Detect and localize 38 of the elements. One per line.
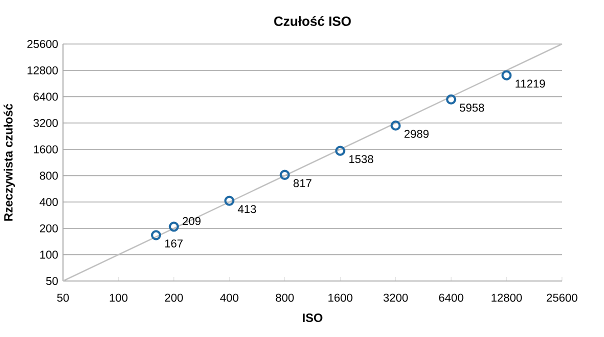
point xyxy=(224,196,234,206)
y-tick-label: 800 xyxy=(40,172,58,180)
point xyxy=(446,94,456,104)
point xyxy=(390,120,401,131)
y-tick-label: 1600 xyxy=(34,145,58,154)
y-tick-label: 200 xyxy=(40,224,58,232)
data-label: 5958 xyxy=(460,104,484,112)
y-tick-label: 400 xyxy=(40,198,58,206)
data-label: 2989 xyxy=(404,130,429,138)
data-label: 817 xyxy=(294,179,312,188)
data-label: 209 xyxy=(182,217,201,226)
x-tick-label: 3200 xyxy=(383,294,408,302)
data-label: 413 xyxy=(238,205,256,214)
y-tick-label: 12800 xyxy=(28,66,58,74)
x-tick-label: 25600 xyxy=(546,294,578,302)
point xyxy=(335,146,346,156)
x-tick-label: 50 xyxy=(57,294,69,302)
y-tick-label: 100 xyxy=(40,250,58,259)
x-tick-label: 800 xyxy=(276,294,294,302)
x-axis-title: ISO xyxy=(302,314,322,322)
y-tick-label: 50 xyxy=(46,276,58,286)
y-axis-title: Rzeczywista czułość xyxy=(4,104,15,221)
x-tick-label: 6400 xyxy=(439,294,464,302)
point xyxy=(168,222,179,232)
data-label: 11219 xyxy=(516,80,545,88)
x-tick-label: 100 xyxy=(110,294,128,302)
point xyxy=(501,70,512,80)
data-label: 167 xyxy=(165,239,183,248)
x-tick-label: 1600 xyxy=(328,294,352,302)
y-tick-label: 25600 xyxy=(27,40,58,48)
x-tick-label: 400 xyxy=(220,294,238,302)
y-tick-label: 6400 xyxy=(34,92,58,101)
point xyxy=(280,170,290,180)
chart-title: Czułość ISO xyxy=(274,16,351,26)
y-tick-label: 3200 xyxy=(34,119,58,128)
x-tick-label: 12800 xyxy=(492,294,522,302)
x-tick-label: 200 xyxy=(165,294,183,302)
data-label: 1538 xyxy=(349,155,374,164)
